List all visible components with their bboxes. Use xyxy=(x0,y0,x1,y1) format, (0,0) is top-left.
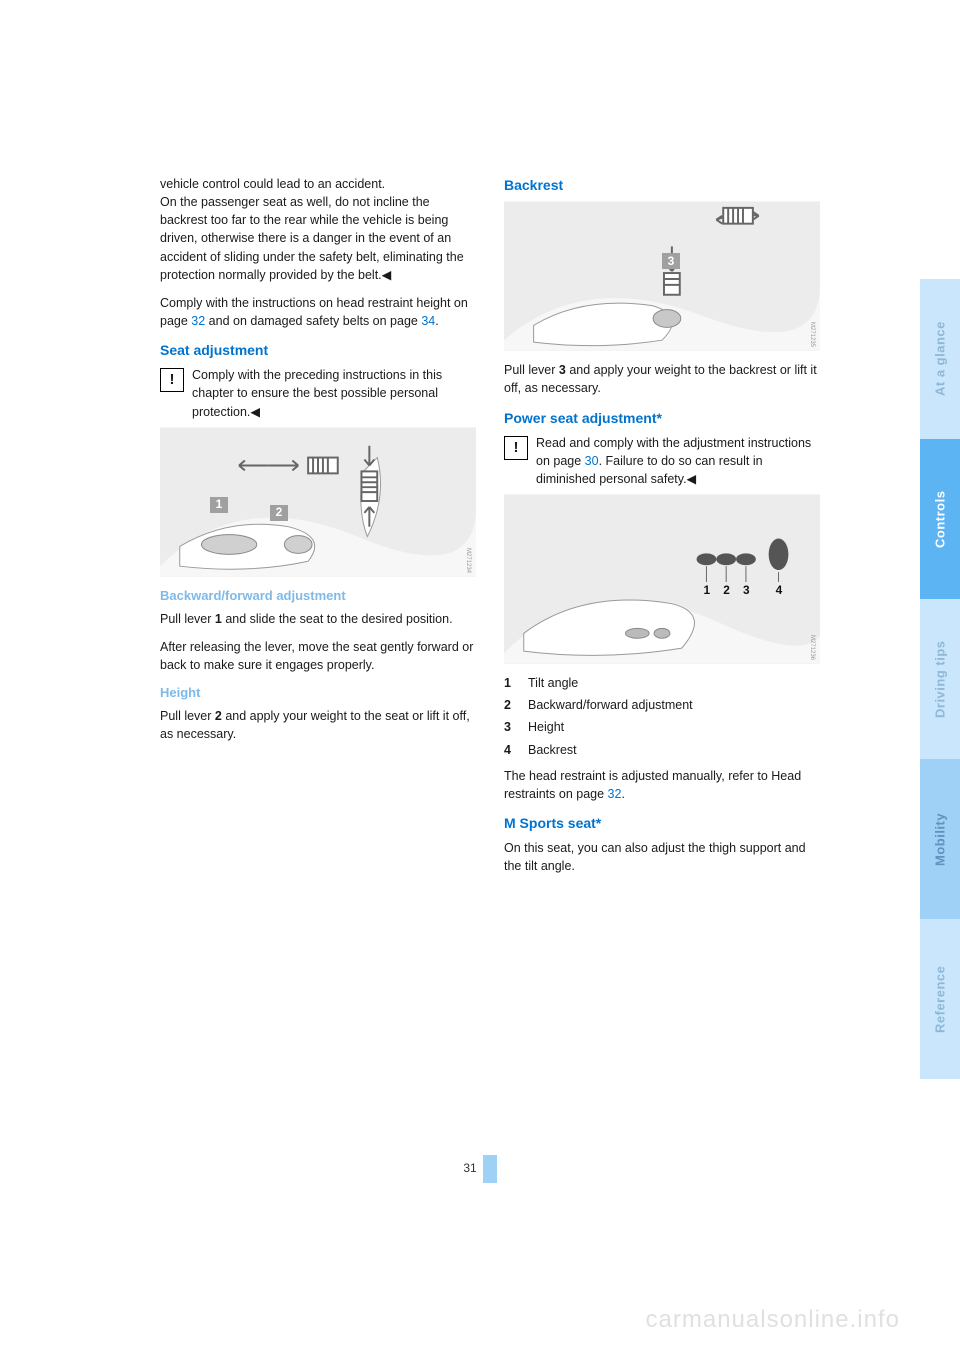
bf-paragraph-2: After releasing the lever, move the seat… xyxy=(160,638,476,674)
msport-paragraph: On this seat, you can also adjust the th… xyxy=(504,839,820,875)
bf-paragraph-1: Pull lever 1 and slide the seat to the d… xyxy=(160,610,476,628)
list-item: 4 Backrest xyxy=(504,741,820,759)
warning-power-seat: ! Read and comply with the adjustment in… xyxy=(504,434,820,488)
page-number: 31 xyxy=(0,1155,960,1183)
subheading-height: Height xyxy=(160,684,476,703)
backrest-paragraph: Pull lever 3 and apply your weight to th… xyxy=(504,361,820,397)
manual-page: At a glance Controls Driving tips Mobili… xyxy=(0,0,960,1358)
head-restraint-note: Comply with the instructions on head res… xyxy=(160,294,476,330)
list-num: 3 xyxy=(504,718,518,736)
heading-power-seat: Power seat adjustment* xyxy=(504,408,820,428)
end-mark-icon: ◀ xyxy=(382,268,392,282)
warning-text: Comply with the preceding instructions i… xyxy=(192,366,476,420)
page-link-34[interactable]: 34 xyxy=(421,314,435,328)
list-text: Height xyxy=(528,718,564,736)
head-restraint-note-2: The head restraint is adjusted manually,… xyxy=(504,767,820,803)
subheading-backward-forward: Backward/forward adjustment xyxy=(160,587,476,606)
headnote-pre: The head restraint is adjusted manually,… xyxy=(504,769,801,801)
height-pre: Pull lever xyxy=(160,709,215,723)
list-text: Tilt angle xyxy=(528,674,578,692)
bf-post: and slide the seat to the desired positi… xyxy=(222,612,453,626)
tab-mobility[interactable]: Mobility xyxy=(920,759,960,919)
list-num: 4 xyxy=(504,741,518,759)
bf-pre: Pull lever xyxy=(160,612,215,626)
back-pre: Pull lever xyxy=(504,363,559,377)
page-number-bar xyxy=(483,1155,497,1183)
right-column: Backrest xyxy=(504,175,820,886)
list-text: Backrest xyxy=(528,741,577,759)
head-text-post: . xyxy=(435,314,438,328)
warning-icon: ! xyxy=(160,368,184,392)
back-lever-num: 3 xyxy=(559,363,566,377)
svg-text:3: 3 xyxy=(743,583,750,597)
end-mark-icon: ◀ xyxy=(687,472,697,486)
tab-at-a-glance[interactable]: At a glance xyxy=(920,279,960,439)
list-num: 2 xyxy=(504,696,518,714)
figure-power-seat: 1 2 3 4 M271236 xyxy=(504,494,820,664)
intro-paragraph: vehicle control could lead to an acciden… xyxy=(160,175,476,284)
watermark: carmanualsonline.info xyxy=(646,1306,900,1334)
height-lever-num: 2 xyxy=(215,709,222,723)
list-item: 2 Backward/forward adjustment xyxy=(504,696,820,714)
page-link-32b[interactable]: 32 xyxy=(608,787,622,801)
heading-seat-adjustment: Seat adjustment xyxy=(160,340,476,360)
list-item: 1 Tilt angle xyxy=(504,674,820,692)
tab-spacer-top xyxy=(920,0,960,279)
page-link-30[interactable]: 30 xyxy=(585,454,599,468)
warning-icon: ! xyxy=(504,436,528,460)
svg-text:1: 1 xyxy=(703,583,710,597)
tab-reference[interactable]: Reference xyxy=(920,919,960,1079)
figure-caption: M271234 xyxy=(463,548,472,573)
warning-text-span: Comply with the preceding instructions i… xyxy=(192,368,442,418)
head-text-mid: and on damaged safety belts on page xyxy=(205,314,421,328)
end-mark-icon: ◀ xyxy=(250,405,260,419)
page-number-text: 31 xyxy=(463,1161,476,1175)
page-link-32[interactable]: 32 xyxy=(191,314,205,328)
tab-spacer-bottom xyxy=(920,1079,960,1358)
heading-backrest: Backrest xyxy=(504,175,820,195)
list-item: 3 Height xyxy=(504,718,820,736)
warning-seat-adjustment: ! Comply with the preceding instructions… xyxy=(160,366,476,420)
left-column: vehicle control could lead to an acciden… xyxy=(160,175,476,886)
height-paragraph: Pull lever 2 and apply your weight to th… xyxy=(160,707,476,743)
heading-m-sports-seat: M Sports seat* xyxy=(504,813,820,833)
intro-line1: vehicle control could lead to an acciden… xyxy=(160,177,385,191)
callout-3: 3 xyxy=(662,253,680,269)
svg-text:4: 4 xyxy=(776,583,783,597)
callout-1: 1 xyxy=(210,497,228,513)
intro-line2: On the passenger seat as well, do not in… xyxy=(160,195,464,282)
content-area: vehicle control could lead to an acciden… xyxy=(160,175,820,886)
list-text: Backward/forward adjustment xyxy=(528,696,693,714)
list-num: 1 xyxy=(504,674,518,692)
figure-caption: M271235 xyxy=(807,322,816,347)
tab-controls[interactable]: Controls xyxy=(920,439,960,599)
tab-driving-tips[interactable]: Driving tips xyxy=(920,599,960,759)
warning-text: Read and comply with the adjustment inst… xyxy=(536,434,820,488)
figure-seat-levers: 1 2 M271234 xyxy=(160,427,476,577)
figure-backrest: 3 M271235 xyxy=(504,201,820,351)
callout-2: 2 xyxy=(270,505,288,521)
headnote-post: . xyxy=(621,787,624,801)
figure-caption: M271236 xyxy=(807,635,816,660)
svg-text:2: 2 xyxy=(723,583,730,597)
bf-lever-num: 1 xyxy=(215,612,222,626)
